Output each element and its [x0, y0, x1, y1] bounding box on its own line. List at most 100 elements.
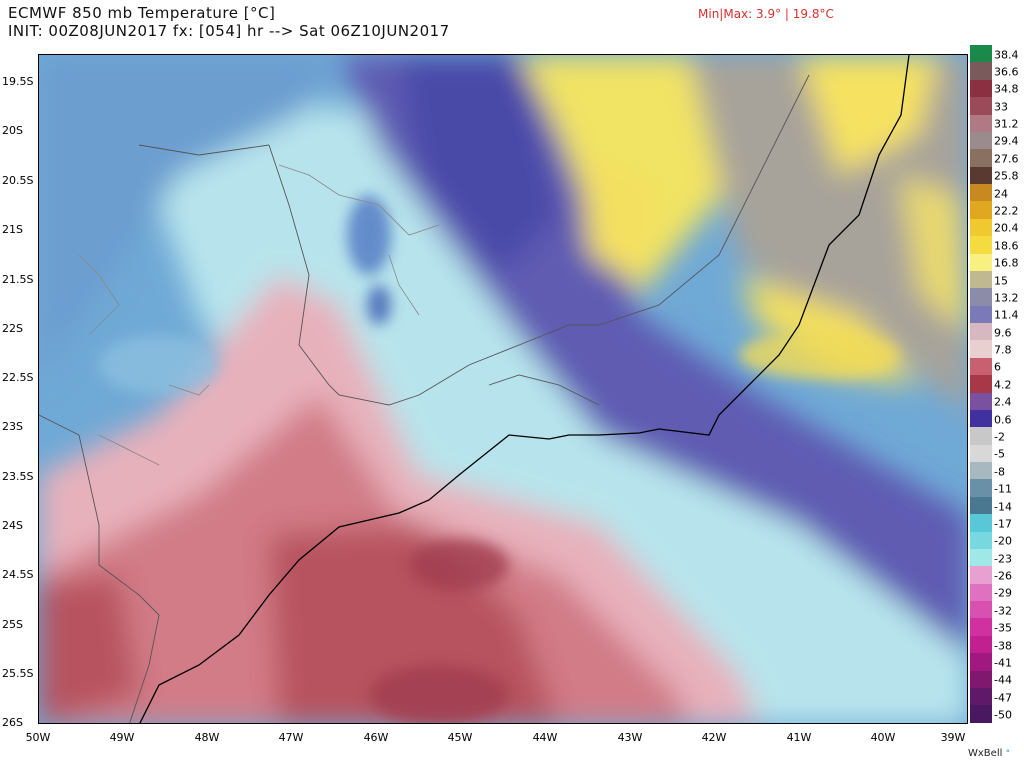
colorbar-segment: [970, 305, 992, 323]
lat-label: 19.5S: [2, 75, 34, 88]
lat-label: 20S: [2, 124, 23, 137]
colorbar-label: 4.2: [994, 378, 1012, 392]
colorbar-label: 15: [994, 274, 1008, 288]
colorbar-segment: [970, 288, 992, 306]
colorbar-segment: [970, 201, 992, 219]
colorbar-label: 6: [994, 360, 1001, 374]
lat-label: 24.5S: [2, 568, 34, 581]
colorbar-segment: [970, 479, 992, 497]
colorbar-segment: [970, 357, 992, 376]
colorbar-label: 31.2: [994, 117, 1019, 131]
lon-label: 48W: [194, 731, 220, 744]
colorbar-segment: [970, 45, 992, 63]
colorbar-segment: [970, 166, 992, 184]
colorbar-segment: [970, 514, 992, 532]
colorbar-segment: [970, 548, 992, 567]
colorbar-label: 16.8: [994, 256, 1019, 270]
lat-label: 22S: [2, 322, 23, 335]
colorbar-label: 11.4: [994, 308, 1019, 322]
colorbar-label: -29: [994, 586, 1012, 600]
colorbar-label: 9.6: [994, 326, 1012, 340]
colorbar-label: -47: [994, 691, 1012, 705]
lon-label: 44W: [532, 731, 558, 744]
colorbar-label: 34.8: [994, 82, 1019, 96]
colorbar-label: 22.2: [994, 204, 1019, 218]
lon-label: 41W: [786, 731, 812, 744]
colorbar-segment: [970, 375, 992, 393]
colorbar-segment: [970, 131, 992, 150]
lon-label: 50W: [25, 731, 51, 744]
colorbar-segment: [970, 496, 992, 515]
colorbar-segment: [970, 566, 992, 584]
colorbar-label: -44: [994, 673, 1012, 687]
colorbar-segment: [970, 79, 992, 98]
colorbar-label: 27.6: [994, 152, 1019, 166]
lon-label: 47W: [278, 731, 304, 744]
colorbar-label: 13.2: [994, 291, 1019, 305]
lon-label: 46W: [363, 731, 389, 744]
lon-label: 49W: [109, 731, 135, 744]
colorbar-label: -5: [994, 447, 1005, 461]
colorbar-segment: [970, 253, 992, 271]
colorbar-label: -23: [994, 552, 1012, 566]
lat-label: 20.5S: [2, 174, 34, 187]
lat-label: 26S: [2, 716, 23, 729]
lon-label: 42W: [701, 731, 727, 744]
colorbar-label: -41: [994, 656, 1012, 670]
map-title: ECMWF 850 mb Temperature [°C]: [8, 4, 276, 22]
lat-label: 25.5S: [2, 667, 34, 680]
lon-label: 43W: [617, 731, 643, 744]
init-forecast-line: INIT: 00Z08JUN2017 fx: [054] hr --> Sat …: [8, 22, 450, 40]
lat-label: 23.5S: [2, 470, 34, 483]
lat-label: 21S: [2, 223, 23, 236]
colorbar-label: 24: [994, 187, 1008, 201]
colorbar-segment: [970, 601, 992, 619]
temperature-field: [39, 55, 967, 723]
colorbar-segment: [970, 218, 992, 237]
colorbar-label: -11: [994, 482, 1012, 496]
colorbar-segment: [970, 705, 992, 723]
colorbar-segment: [970, 62, 992, 80]
colorbar-segment: [970, 323, 992, 341]
colorbar: [970, 45, 992, 723]
colorbar-label: -17: [994, 517, 1012, 531]
temperature-map: [38, 54, 968, 724]
colorbar-segment: [970, 462, 992, 480]
colorbar-label: -38: [994, 639, 1012, 653]
colorbar-segment: [970, 687, 992, 706]
lat-label: 23S: [2, 420, 23, 433]
colorbar-label: -35: [994, 621, 1012, 635]
colorbar-label: -26: [994, 569, 1012, 583]
colorbar-segment: [970, 340, 992, 358]
colorbar-label: -14: [994, 500, 1012, 514]
colorbar-label: -2: [994, 430, 1005, 444]
colorbar-label: -8: [994, 465, 1005, 479]
colorbar-label: 2.4: [994, 395, 1012, 409]
colorbar-segment: [970, 97, 992, 115]
min-max-readout: Min|Max: 3.9° | 19.8°C: [698, 7, 834, 21]
colorbar-label: 7.8: [994, 343, 1012, 357]
wxbell-logo: WxBell °: [968, 748, 1011, 759]
lat-label: 22.5S: [2, 371, 34, 384]
lat-label: 24S: [2, 519, 23, 532]
colorbar-segment: [970, 653, 992, 671]
colorbar-segment: [970, 635, 992, 654]
colorbar-segment: [970, 409, 992, 428]
colorbar-segment: [970, 184, 992, 202]
colorbar-label: 20.4: [994, 221, 1019, 235]
lat-label: 21.5S: [2, 273, 34, 286]
colorbar-label: 0.6: [994, 413, 1012, 427]
colorbar-segment: [970, 427, 992, 445]
colorbar-label: -50: [994, 708, 1012, 722]
colorbar-segment: [970, 392, 992, 410]
colorbar-segment: [970, 114, 992, 132]
lon-label: 45W: [447, 731, 473, 744]
colorbar-label: 18.6: [994, 239, 1019, 253]
colorbar-segment: [970, 270, 992, 289]
colorbar-label: -32: [994, 604, 1012, 618]
colorbar-label: 38.4: [994, 48, 1019, 62]
lon-label: 40W: [870, 731, 896, 744]
colorbar-segment: [970, 670, 992, 688]
colorbar-segment: [970, 531, 992, 549]
colorbar-label: 25.8: [994, 169, 1019, 183]
